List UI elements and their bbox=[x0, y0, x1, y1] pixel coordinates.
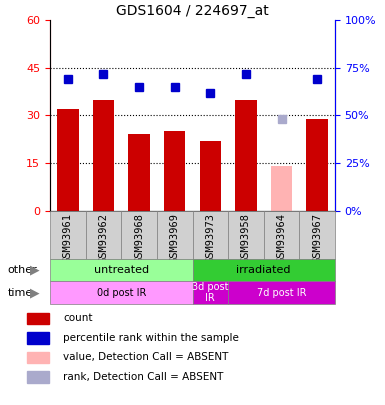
Text: other: other bbox=[8, 265, 37, 275]
FancyBboxPatch shape bbox=[50, 281, 192, 304]
Bar bbox=[128, 134, 150, 211]
Bar bbox=[27, 332, 49, 344]
Bar bbox=[271, 166, 292, 211]
Text: GSM93973: GSM93973 bbox=[205, 213, 215, 263]
Bar bbox=[27, 352, 49, 363]
FancyBboxPatch shape bbox=[50, 211, 85, 259]
Text: 0d post IR: 0d post IR bbox=[97, 288, 146, 298]
FancyBboxPatch shape bbox=[192, 281, 228, 304]
Text: rank, Detection Call = ABSENT: rank, Detection Call = ABSENT bbox=[63, 372, 224, 382]
Text: GSM93962: GSM93962 bbox=[99, 213, 109, 263]
Text: GSM93968: GSM93968 bbox=[134, 213, 144, 263]
Text: percentile rank within the sample: percentile rank within the sample bbox=[63, 333, 239, 343]
FancyBboxPatch shape bbox=[192, 211, 228, 259]
Bar bbox=[235, 100, 257, 211]
Text: GSM93969: GSM93969 bbox=[170, 213, 180, 263]
Bar bbox=[164, 131, 186, 211]
Bar bbox=[199, 141, 221, 211]
Text: GSM93961: GSM93961 bbox=[63, 213, 73, 263]
FancyBboxPatch shape bbox=[228, 281, 335, 304]
Text: count: count bbox=[63, 313, 93, 324]
Text: GSM93967: GSM93967 bbox=[312, 213, 322, 263]
Text: 7d post IR: 7d post IR bbox=[257, 288, 306, 298]
FancyBboxPatch shape bbox=[228, 211, 264, 259]
Text: ▶: ▶ bbox=[30, 264, 39, 277]
FancyBboxPatch shape bbox=[192, 259, 335, 281]
Title: GDS1604 / 224697_at: GDS1604 / 224697_at bbox=[116, 4, 269, 18]
Text: GSM93958: GSM93958 bbox=[241, 213, 251, 263]
FancyBboxPatch shape bbox=[85, 211, 121, 259]
FancyBboxPatch shape bbox=[121, 211, 157, 259]
Bar bbox=[27, 371, 49, 383]
Text: 3d post
IR: 3d post IR bbox=[192, 282, 229, 303]
Text: time: time bbox=[8, 288, 33, 298]
FancyBboxPatch shape bbox=[264, 211, 300, 259]
Text: untreated: untreated bbox=[94, 265, 149, 275]
FancyBboxPatch shape bbox=[300, 211, 335, 259]
FancyBboxPatch shape bbox=[157, 211, 192, 259]
Text: irradiated: irradiated bbox=[236, 265, 291, 275]
Text: GSM93964: GSM93964 bbox=[276, 213, 286, 263]
Bar bbox=[57, 109, 79, 211]
FancyBboxPatch shape bbox=[50, 259, 192, 281]
Bar bbox=[93, 100, 114, 211]
Bar bbox=[306, 119, 328, 211]
Bar bbox=[27, 313, 49, 324]
Text: ▶: ▶ bbox=[30, 286, 39, 299]
Text: value, Detection Call = ABSENT: value, Detection Call = ABSENT bbox=[63, 352, 229, 362]
